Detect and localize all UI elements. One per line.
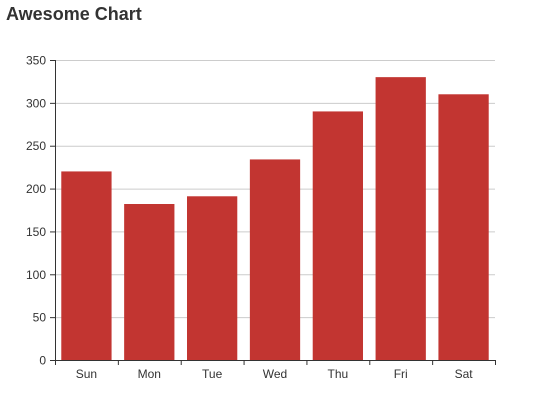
bar-mon bbox=[124, 204, 175, 360]
bar-sat bbox=[438, 94, 489, 361]
x-tick-label-sun: Sun bbox=[76, 367, 97, 381]
chart-title: Awesome Chart bbox=[6, 4, 142, 24]
x-tick-label-thu: Thu bbox=[328, 367, 349, 381]
bar-wed bbox=[249, 159, 301, 360]
tick-labels: 0 50 100 150 200 250 300 350 Sun Mon Tue Wed Thu Fri S… bbox=[26, 54, 473, 382]
bar-sun bbox=[61, 171, 112, 360]
y-tick-label: 250 bbox=[26, 139, 46, 153]
y-tick-label: 350 bbox=[26, 54, 46, 68]
axes bbox=[50, 60, 496, 365]
y-tick-label: 50 bbox=[33, 311, 47, 325]
bar-fri bbox=[375, 77, 426, 361]
x-tick-label-sat: Sat bbox=[455, 367, 474, 381]
x-tick-label-fri: Fri bbox=[394, 367, 408, 381]
y-tick-label: 150 bbox=[26, 225, 46, 239]
y-tick-label: 100 bbox=[26, 268, 46, 282]
x-tick-label-mon: Mon bbox=[138, 367, 161, 381]
y-tick-label: 200 bbox=[26, 182, 46, 196]
bar-thu bbox=[312, 111, 363, 360]
bar-tue bbox=[187, 196, 238, 360]
x-tick-label-tue: Tue bbox=[202, 367, 223, 381]
y-tick-label: 0 bbox=[39, 354, 46, 368]
y-tick-label: 300 bbox=[26, 96, 46, 110]
x-tick-label-wed: Wed bbox=[263, 367, 287, 381]
bars bbox=[61, 77, 489, 361]
